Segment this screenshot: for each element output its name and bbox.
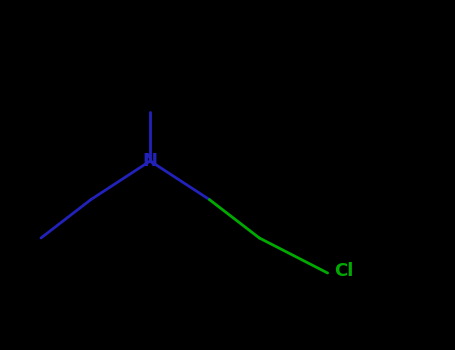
Text: Cl: Cl: [334, 262, 354, 280]
Text: N: N: [143, 152, 157, 170]
